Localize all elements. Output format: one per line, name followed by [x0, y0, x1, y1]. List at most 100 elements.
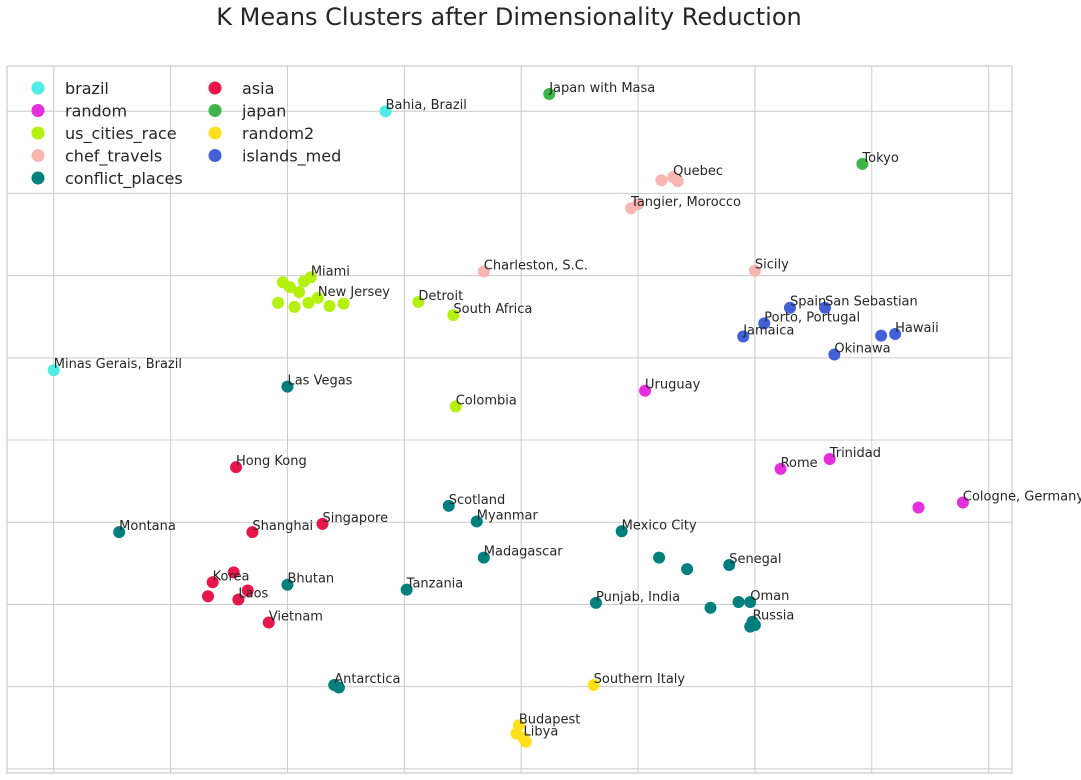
data-point-conflict-places — [477, 551, 490, 564]
legend-label-japan: japan — [241, 102, 286, 121]
point-label: Tangier, Morocco — [630, 195, 741, 210]
data-point-conflict-places — [732, 596, 745, 609]
point-label: Senegal — [729, 552, 781, 567]
point-label: Myanmar — [477, 508, 539, 523]
point-label: Cologne, Germany — [963, 490, 1081, 505]
legend-marker-brazil — [31, 81, 45, 95]
point-label: Tanzania — [406, 577, 464, 592]
data-point-chef-travels — [477, 265, 490, 278]
data-point-asia — [241, 584, 254, 597]
legend: brazil random us_cities_race chef_travelsco… — [31, 79, 341, 189]
point-label: Hawaii — [895, 321, 939, 336]
data-point-conflict-places — [589, 596, 602, 609]
data-point-conflict-places — [681, 563, 694, 576]
data-point-asia — [232, 593, 245, 606]
legend-label-random2: random2 — [242, 124, 314, 143]
data-point-random — [956, 496, 969, 509]
data-point-random — [639, 384, 652, 397]
data-point-chef-travels — [632, 198, 645, 211]
data-point-conflict-places — [281, 380, 294, 393]
point-label: Mexico City — [622, 518, 697, 533]
legend-label-asia: asia — [242, 79, 274, 98]
legend-marker-islands-med — [208, 149, 222, 162]
point-label: Vietnam — [269, 610, 323, 625]
point-label: Shanghai — [252, 519, 313, 534]
point-label: Libya — [524, 725, 559, 740]
point-label: Bhutan — [287, 572, 334, 587]
data-point-islands-med — [783, 301, 796, 314]
legend-label-random: random — [65, 102, 127, 121]
point-label: Quebec — [673, 164, 723, 179]
data-point-chef-travels — [655, 174, 668, 187]
plot-frame — [6, 65, 1013, 774]
point-label: Bahia, Brazil — [386, 98, 467, 113]
point-label: Budapest — [519, 712, 581, 727]
data-point-random2 — [519, 735, 532, 748]
legend-label-brazil: brazil — [65, 79, 109, 98]
data-point-asia — [230, 461, 243, 474]
legend-marker-chef-travels — [31, 149, 45, 162]
data-point-asia — [202, 590, 214, 603]
data-point-brazil — [47, 364, 60, 377]
point-label: Jamaica — [742, 323, 794, 338]
data-point-us-cities-race — [283, 281, 296, 294]
point-label: Tokyo — [861, 151, 898, 166]
point-labels: Bahia, Brazil Minas Gerais, Brazil Uruguay… — [54, 81, 1081, 740]
point-label: Russia — [753, 609, 795, 624]
data-point-asia — [262, 616, 275, 629]
data-point-islands-med — [889, 328, 902, 341]
legend-marker-asia — [208, 81, 222, 95]
legend-marker-random2 — [208, 126, 222, 140]
point-label: Antarctica — [334, 672, 400, 687]
data-point-conflict-places — [615, 525, 628, 538]
point-label: San Sebastian — [825, 295, 918, 310]
data-point-islands-med — [737, 330, 750, 343]
point-label: Colombia — [456, 393, 517, 408]
data-point-brazil — [379, 105, 392, 118]
point-label: Minas Gerais, Brazil — [54, 357, 182, 372]
data-point-islands-med — [819, 301, 832, 314]
data-point-conflict-places — [704, 601, 717, 614]
point-label: Madagascar — [484, 545, 564, 560]
legend-label-chef-travels: chef_travels — [65, 147, 162, 167]
data-point-random — [823, 452, 836, 465]
data-point-conflict-places — [653, 551, 666, 564]
data-point-random — [912, 501, 925, 514]
data-point-conflict-places — [281, 578, 294, 591]
point-label: Hong Kong — [236, 454, 307, 469]
data-point-random — [774, 462, 787, 475]
point-label: Sicily — [755, 258, 789, 273]
data-point-japan — [856, 157, 869, 170]
data-points — [47, 87, 969, 748]
point-label: Charleston, S.C. — [484, 259, 588, 274]
data-point-asia — [246, 526, 259, 539]
legend-marker-us-cities-race — [31, 126, 45, 140]
data-point-us-cities-race — [311, 291, 324, 304]
point-label: Southern Italy — [594, 672, 686, 687]
point-label: Singapore — [323, 511, 389, 526]
point-label: Porto, Portugal — [764, 310, 860, 325]
data-point-us-cities-race — [293, 286, 306, 299]
data-point-conflict-places — [442, 499, 455, 512]
data-point-us-cities-race — [412, 295, 425, 308]
point-label: Okinawa — [834, 342, 890, 357]
data-point-us-cities-race — [288, 300, 301, 313]
data-point-random2 — [587, 679, 600, 692]
grid-lines — [7, 66, 1012, 773]
point-label: Laos — [238, 587, 268, 602]
point-label: Uruguay — [645, 378, 701, 393]
point-label: Trinidad — [829, 446, 881, 461]
data-point-asia — [227, 566, 240, 579]
point-label: Las Vegas — [287, 374, 352, 389]
legend-marker-random — [31, 104, 45, 117]
data-point-conflict-places — [744, 596, 757, 609]
point-label: Japan with Masa — [548, 81, 655, 96]
legend-label-conflict-places: conflict_places — [65, 169, 183, 189]
legend-marker-japan — [208, 104, 222, 117]
point-label: Korea — [213, 569, 250, 584]
data-point-us-cities-race — [337, 297, 350, 310]
data-point-conflict-places — [113, 526, 126, 539]
data-point-conflict-places — [744, 620, 757, 633]
data-point-islands-med — [875, 329, 888, 342]
